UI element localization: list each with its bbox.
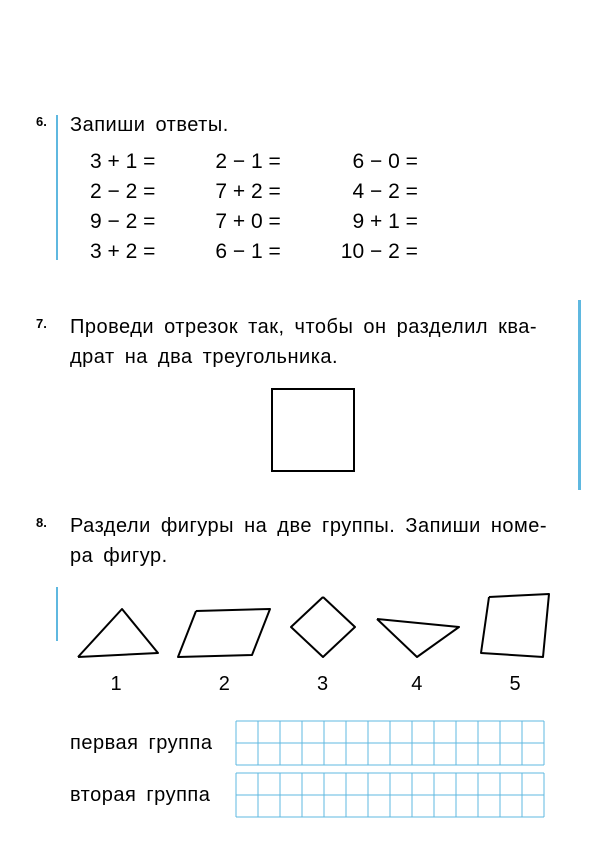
exercise-6-number: 6. (36, 114, 47, 129)
exercise-6-prompt: Запиши ответы. (70, 110, 555, 140)
shape-number: 2 (219, 673, 230, 696)
group-row: первая группа (70, 720, 555, 766)
shape-number: 3 (317, 673, 328, 696)
group-row: вторая группа (70, 772, 555, 818)
exercise-8: 8. Раздели фигуры на две группы. Запиши … (0, 501, 595, 832)
math-expression: 2 − 1 = (215, 150, 280, 174)
math-columns: 3 + 1 = 2 − 2 = 9 − 2 = 3 + 2 = 2 − 1 = 7 + 2… (70, 140, 555, 264)
math-expression: 10 − 2 = (341, 240, 418, 264)
shape-number: 1 (110, 673, 121, 696)
exercise-8-prompt1: Раздели фигуры на две группы. Запиши ном… (70, 511, 555, 541)
math-expression: 7 + 2 = (215, 180, 280, 204)
math-column: 6 − 0 = 4 − 2 = 9 + 1 = 10 − 2 = (341, 150, 418, 264)
shape-number: 5 (509, 673, 520, 696)
math-expression: 6 − 0 = (341, 150, 418, 174)
math-expression: 3 + 1 = (90, 150, 155, 174)
right-margin-bar (578, 300, 581, 490)
group-label: первая группа (70, 732, 225, 755)
answer-grid (235, 720, 545, 766)
exercise-6: 6. Запиши ответы. 3 + 1 =2 − 2 =9 − 2 =3… (0, 0, 595, 272)
exercise-6-vbar (56, 115, 58, 260)
math-expression: 2 − 2 = (90, 180, 155, 204)
group-label: вторая группа (70, 784, 225, 807)
exercise-8-prompt2: ра фигур. (70, 541, 555, 571)
exercise-7-prompt1: Проведи отрезок так, чтобы он разделил к… (70, 312, 555, 342)
shape-cell: 2 (174, 605, 274, 696)
shape-cell: 5 (475, 591, 555, 696)
math-expression: 9 + 1 = (341, 210, 418, 234)
shape-number: 4 (411, 673, 422, 696)
shapes-row: 1 2 3 4 5 (70, 571, 555, 704)
exercise-7-prompt2: драт на два треугольника. (70, 342, 555, 372)
shape-cell: 1 (70, 605, 162, 696)
math-expression: 4 − 2 = (341, 180, 418, 204)
shape-cell: 3 (287, 593, 359, 696)
math-column: 3 + 1 = 2 − 2 = 9 − 2 = 3 + 2 = (90, 150, 155, 264)
shape-4 (371, 613, 463, 661)
exercise-8-number: 8. (36, 515, 47, 530)
shape-1 (70, 605, 162, 661)
answer-grid (235, 772, 545, 818)
exercise-7-number: 7. (36, 316, 47, 331)
groups-container: первая группа вторая группа (70, 704, 555, 818)
math-expression: 3 + 2 = (90, 240, 155, 264)
math-expression: 9 − 2 = (90, 210, 155, 234)
math-expression: 7 + 0 = (215, 210, 280, 234)
shape-cell: 4 (371, 613, 463, 696)
shape-3 (287, 593, 359, 661)
math-expression: 6 − 1 = (215, 240, 280, 264)
exercise-7: 7. Проведи отрезок так, чтобы он раздели… (0, 272, 595, 501)
square-shape (270, 387, 356, 473)
shape-5 (475, 591, 555, 661)
square-container (70, 372, 555, 493)
math-column: 2 − 1 = 7 + 2 = 7 + 0 = 6 − 1 = (215, 150, 280, 264)
shape-2 (174, 605, 274, 661)
